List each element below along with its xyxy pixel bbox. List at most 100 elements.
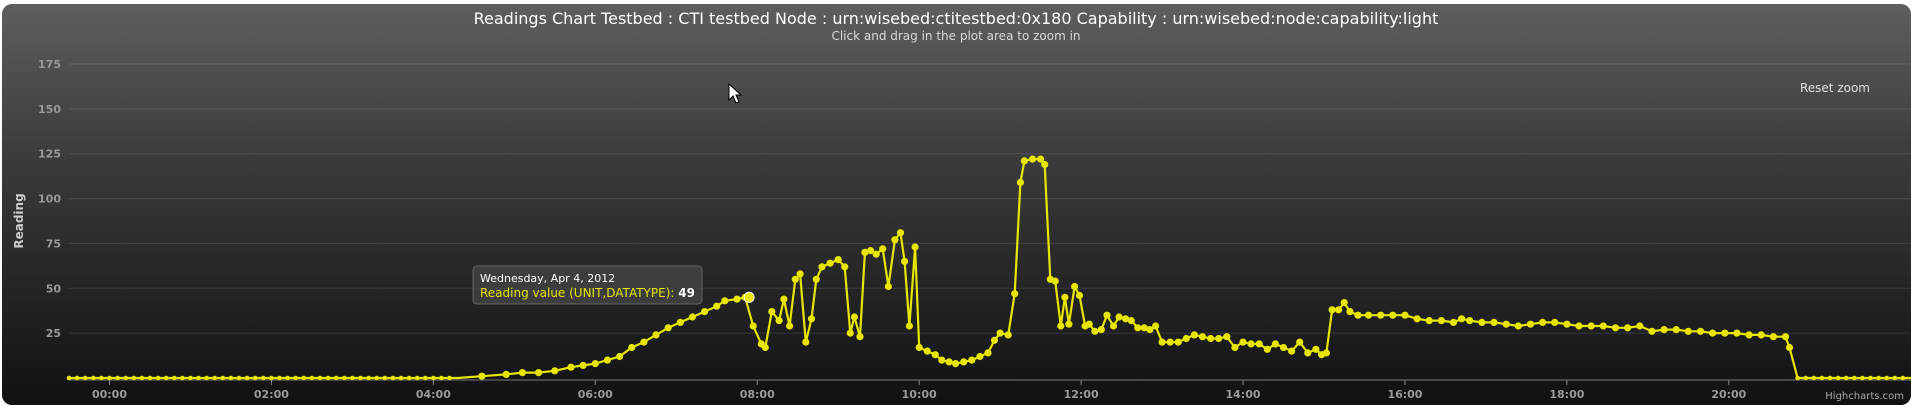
data-point <box>1458 315 1466 323</box>
data-point <box>1884 375 1889 381</box>
data-point <box>1207 334 1215 343</box>
data-point <box>1401 311 1409 319</box>
data-point <box>342 375 347 381</box>
data-point <box>896 229 905 237</box>
data-point <box>1868 375 1873 381</box>
data-point <box>414 375 420 381</box>
data-point <box>1075 291 1084 300</box>
data-point <box>1611 324 1620 332</box>
data-point <box>567 363 575 371</box>
data-point <box>1134 324 1142 332</box>
data-point <box>91 375 96 381</box>
data-point <box>1876 375 1881 381</box>
data-point <box>1721 329 1729 337</box>
data-point <box>1016 178 1024 186</box>
data-point <box>952 360 960 368</box>
data-point <box>551 367 559 375</box>
data-point <box>115 375 120 381</box>
data-point <box>1425 317 1433 325</box>
data-point <box>872 250 880 258</box>
data-point <box>628 343 636 352</box>
data-point <box>652 331 660 339</box>
data-point <box>856 333 864 341</box>
data-point <box>901 257 909 265</box>
data-point <box>1051 277 1059 285</box>
data-point <box>976 352 984 361</box>
tooltip-date: Wednesday, Apr 4, 2012 <box>480 272 615 285</box>
data-point <box>1769 333 1777 341</box>
data-point <box>1599 322 1607 330</box>
data-point <box>1247 340 1255 348</box>
data-point <box>1020 157 1028 165</box>
data-point <box>1028 155 1037 163</box>
data-point <box>1835 375 1841 381</box>
data-point <box>439 375 444 381</box>
y-axis-label: Reading <box>12 193 26 248</box>
data-point <box>818 263 826 271</box>
data-point <box>1340 299 1348 307</box>
data-point <box>1745 331 1753 339</box>
highcharts-credits-link[interactable]: Highcharts.com <box>1825 391 1904 402</box>
y-tick-label: 175 <box>38 58 61 71</box>
data-point <box>1803 375 1808 381</box>
data-point <box>733 295 741 303</box>
data-point <box>688 313 697 321</box>
data-point <box>1900 375 1906 381</box>
data-point <box>1389 311 1397 319</box>
data-point <box>1539 318 1547 326</box>
data-point <box>1490 318 1498 326</box>
data-point <box>616 352 624 361</box>
x-tick-label: 00:00 <box>92 388 127 401</box>
data-point <box>1660 326 1668 334</box>
data-point <box>1672 326 1680 334</box>
data-point <box>277 375 282 381</box>
data-point <box>1174 338 1182 346</box>
data-point <box>1466 317 1474 325</box>
data-point <box>1335 306 1343 314</box>
data-point <box>1223 333 1231 341</box>
data-point <box>761 343 769 352</box>
data-point <box>518 369 527 377</box>
data-point <box>1413 315 1421 323</box>
data-point <box>713 302 721 310</box>
data-point <box>180 375 185 381</box>
data-point <box>884 282 893 291</box>
data-point <box>1781 333 1790 341</box>
x-tick-label: 06:00 <box>578 388 613 401</box>
data-point <box>1109 322 1118 330</box>
tooltip: Wednesday, Apr 4, 2012 Reading value (UN… <box>472 265 703 305</box>
tooltip-line: Reading value (UNIT,DATATYPE): 49 <box>480 286 695 300</box>
data-point <box>996 329 1004 337</box>
data-point <box>502 370 510 378</box>
data-point <box>1041 160 1049 169</box>
hovered-data-point <box>743 291 755 303</box>
data-point <box>82 375 88 381</box>
data-point <box>447 375 452 381</box>
data-point <box>74 375 80 381</box>
reset-zoom-button[interactable]: Reset zoom <box>1800 81 1870 95</box>
data-point <box>163 375 169 381</box>
data-point <box>984 349 992 357</box>
data-point <box>945 358 953 366</box>
data-point <box>155 375 161 381</box>
series-line <box>69 158 1911 380</box>
data-point <box>1827 375 1833 381</box>
line-chart[interactable]: Readings Chart Testbed : CTI testbed Nod… <box>2 4 1911 405</box>
data-point <box>1011 290 1019 298</box>
chart-subtitle: Click and drag in the plot area to zoom … <box>831 29 1080 43</box>
series-reading-value <box>66 155 1911 381</box>
data-point <box>309 375 315 381</box>
data-point <box>1037 155 1045 163</box>
data-point <box>968 356 976 364</box>
data-point <box>812 275 820 283</box>
data-point <box>236 375 242 381</box>
data-point <box>1785 343 1794 352</box>
data-point <box>749 322 757 330</box>
chart-container[interactable]: Readings Chart Testbed : CTI testbed Nod… <box>2 4 1911 405</box>
data-point <box>1733 329 1741 337</box>
data-point <box>1146 326 1154 334</box>
data-point <box>1304 349 1312 357</box>
data-point <box>1364 311 1373 319</box>
x-tick-label: 12:00 <box>1064 388 1099 401</box>
data-point <box>1127 317 1135 325</box>
